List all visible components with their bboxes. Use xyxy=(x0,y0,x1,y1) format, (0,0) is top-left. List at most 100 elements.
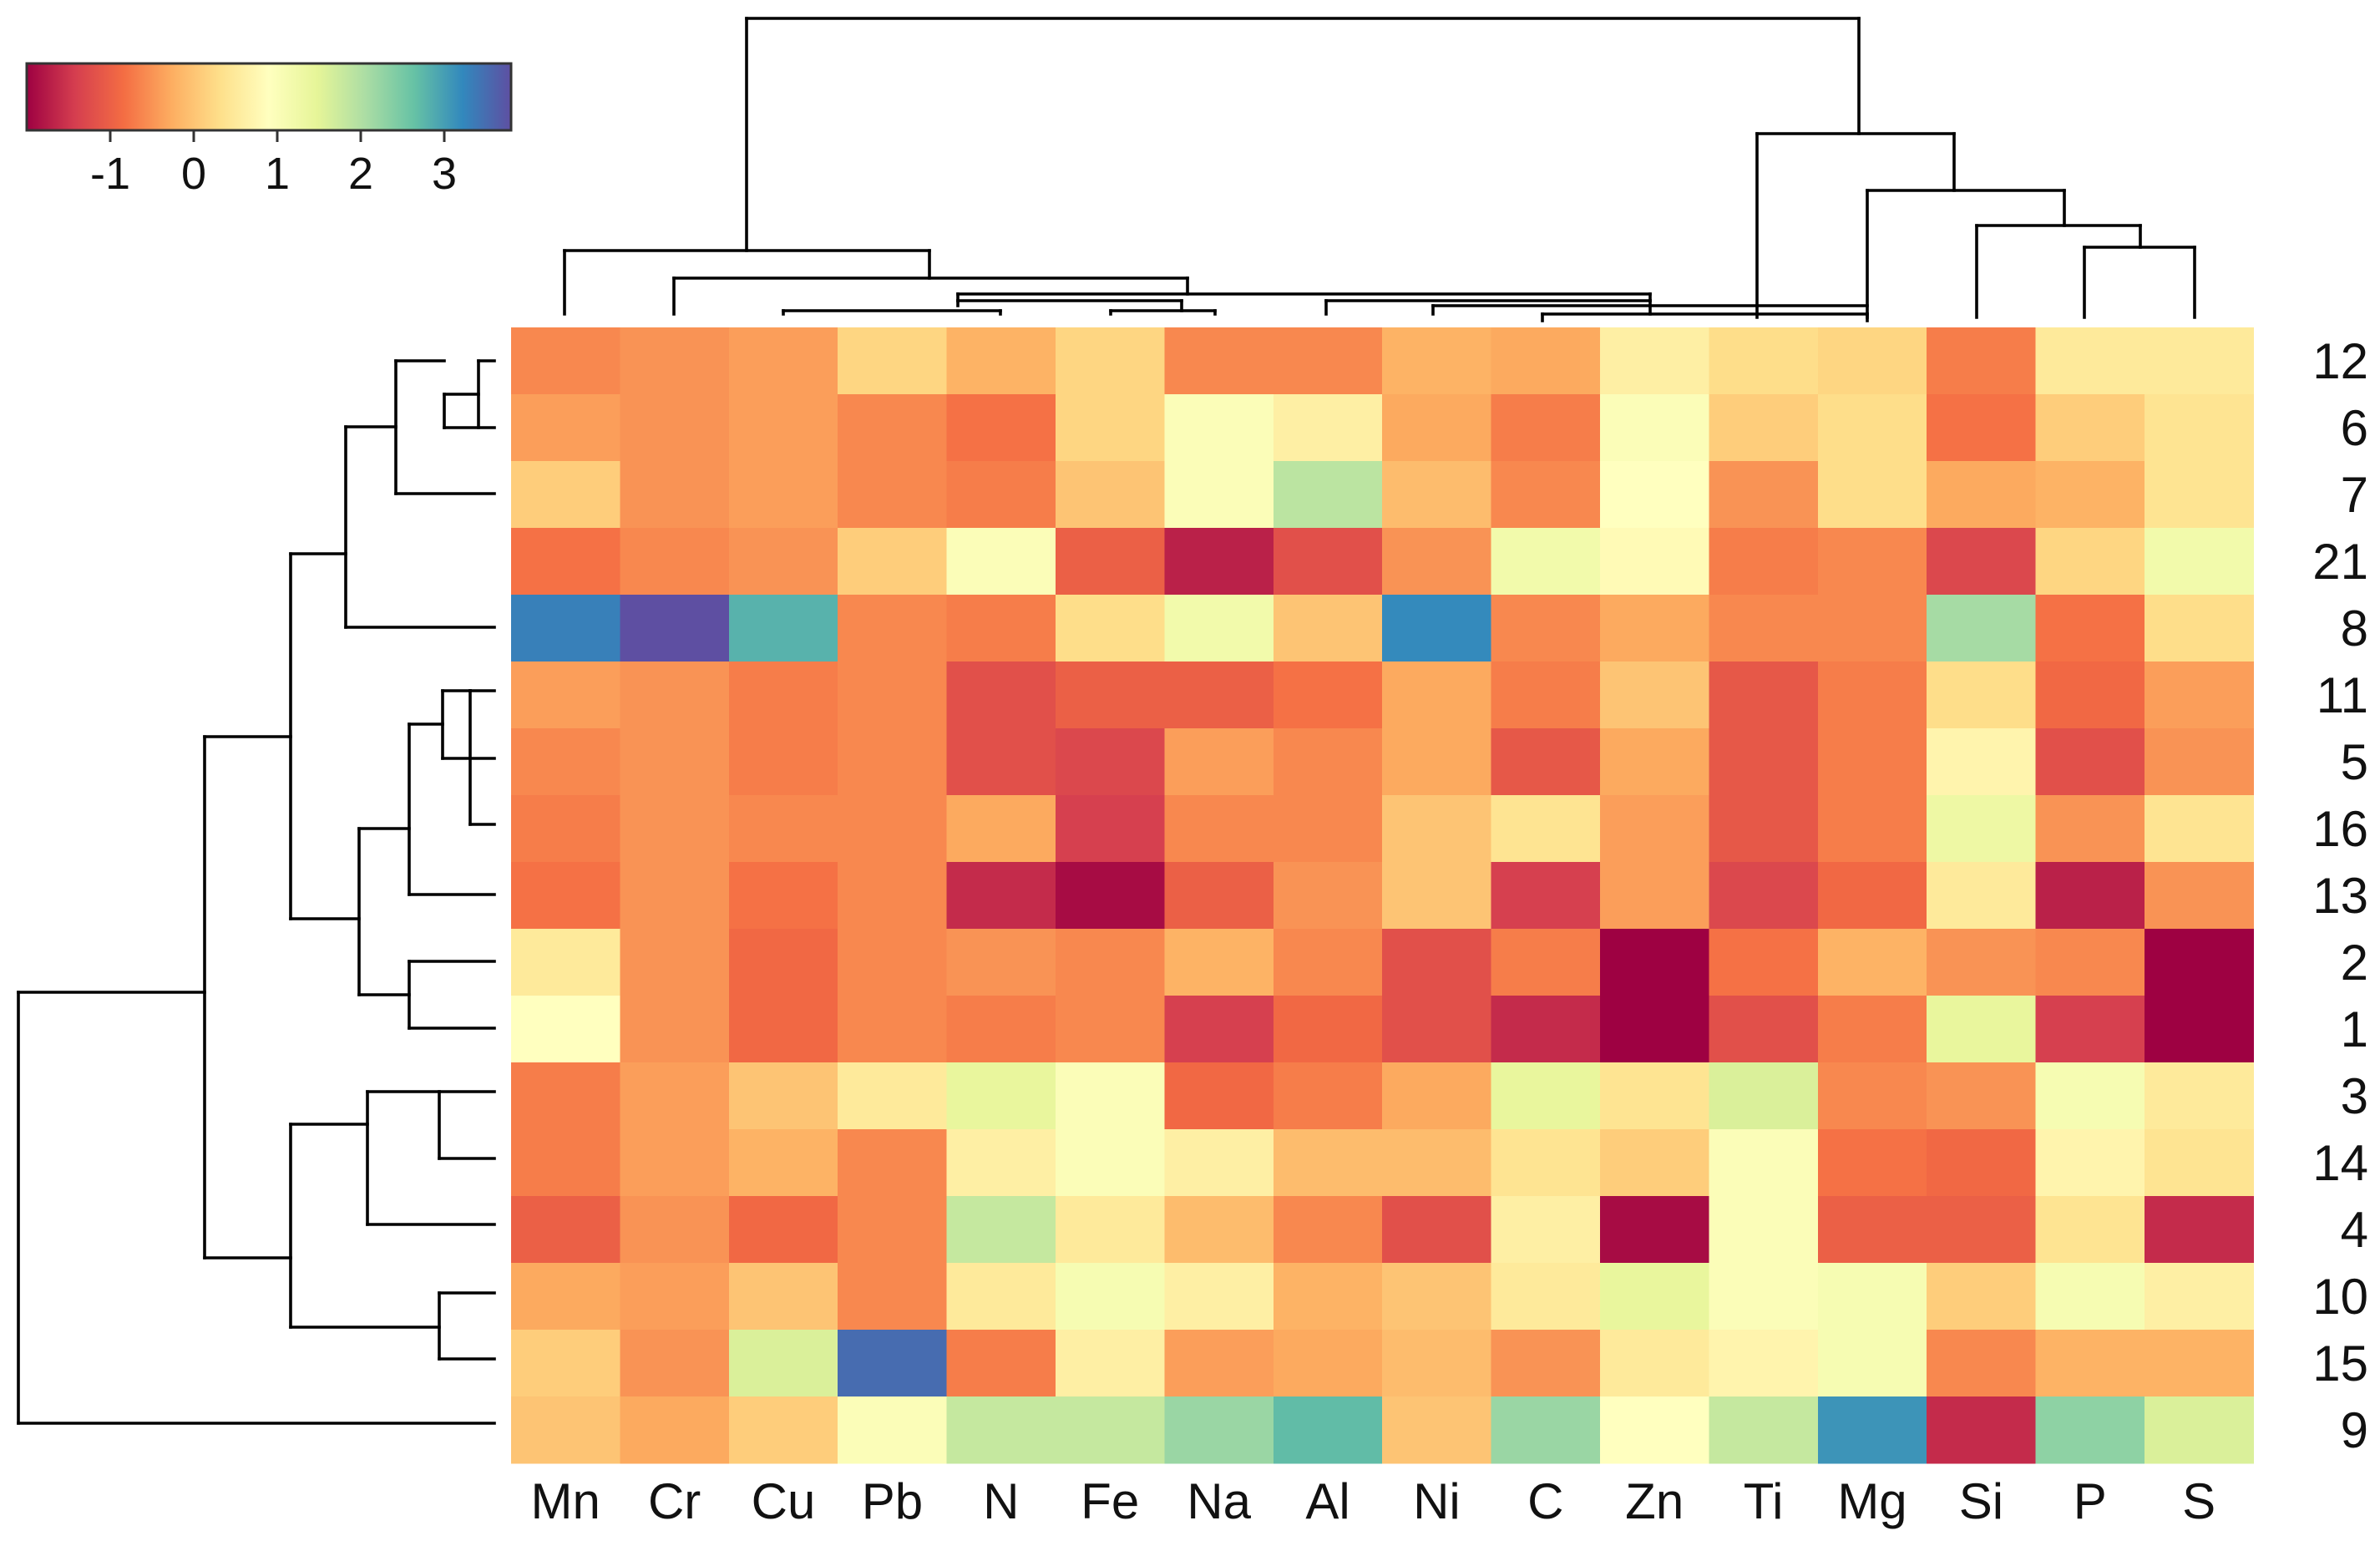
heatmap-cell-10-C xyxy=(1491,1263,1601,1331)
heatmap-cell-13-N xyxy=(946,862,1056,930)
heatmap-cell-2-Al xyxy=(1273,929,1383,996)
heatmap-cell-13-Ni xyxy=(1382,862,1492,930)
heatmap-cell-7-Si xyxy=(1927,461,2037,529)
heatmap-cell-16-C xyxy=(1491,795,1601,863)
heatmap-cell-1-P xyxy=(2035,996,2145,1063)
heatmap-cell-3-Cu xyxy=(728,1062,838,1130)
heatmap-cell-13-C xyxy=(1491,862,1601,930)
heatmap-cell-3-C xyxy=(1491,1062,1601,1130)
heatmap-cell-16-Pb xyxy=(838,795,948,863)
heatmap-cell-6-Cu xyxy=(728,394,838,462)
heatmap-cell-15-Fe xyxy=(1056,1330,1165,1397)
row-label-15: 15 xyxy=(2312,1336,2368,1391)
colorbar-tick-label: 1 xyxy=(265,149,290,199)
heatmap-cell-8-Al xyxy=(1273,595,1383,662)
heatmap-cell-21-Al xyxy=(1273,528,1383,596)
heatmap-cell-9-Ni xyxy=(1382,1396,1492,1464)
heatmap-cell-21-Ni xyxy=(1382,528,1492,596)
heatmap-cell-8-N xyxy=(946,595,1056,662)
heatmap-cell-13-Cr xyxy=(620,862,730,930)
heatmap-cell-15-Mn xyxy=(511,1330,620,1397)
heatmap-cell-21-Mn xyxy=(511,528,620,596)
heatmap-cell-1-Mg xyxy=(1817,996,1927,1063)
heatmap-cell-11-Cr xyxy=(620,661,730,729)
heatmap-cell-14-Fe xyxy=(1056,1129,1165,1197)
heatmap-cell-21-S xyxy=(2145,528,2254,596)
colorbar-tick-label: -1 xyxy=(90,149,130,199)
heatmap-cell-10-N xyxy=(946,1263,1056,1331)
heatmap-cell-1-Cr xyxy=(620,996,730,1063)
heatmap-cell-11-Si xyxy=(1927,661,2037,729)
heatmap-cell-6-Cr xyxy=(620,394,730,462)
heatmap-cell-8-Cr xyxy=(620,595,730,662)
heatmap-cell-15-Si xyxy=(1927,1330,2037,1397)
heatmap-cell-15-Cu xyxy=(728,1330,838,1397)
column-label-C: C xyxy=(1527,1473,1563,1529)
heatmap-cell-8-Ti xyxy=(1709,595,1819,662)
heatmap-cell-16-Ti xyxy=(1709,795,1819,863)
column-label-Mg: Mg xyxy=(1837,1473,1907,1529)
heatmap-cell-2-Cr xyxy=(620,929,730,996)
heatmap-cell-4-Pb xyxy=(838,1196,948,1264)
heatmap-cell-12-N xyxy=(946,327,1056,395)
heatmap-cell-11-Pb xyxy=(838,661,948,729)
heatmap-cell-12-Ti xyxy=(1709,327,1819,395)
heatmap-cell-5-Pb xyxy=(838,728,948,796)
heatmap-cell-6-Ti xyxy=(1709,394,1819,462)
heatmap-cell-8-Mn xyxy=(511,595,620,662)
heatmap-cell-11-Na xyxy=(1164,661,1274,729)
heatmap-cell-3-Mn xyxy=(511,1062,620,1130)
heatmap-cell-7-Cr xyxy=(620,461,730,529)
heatmap-cell-2-Ti xyxy=(1709,929,1819,996)
heatmap-cell-9-Cr xyxy=(620,1396,730,1464)
heatmap-cell-10-Si xyxy=(1927,1263,2037,1331)
heatmap-cell-2-Si xyxy=(1927,929,2037,996)
heatmap-cell-3-Cr xyxy=(620,1062,730,1130)
heatmap-cell-10-Na xyxy=(1164,1263,1274,1331)
heatmap-cell-12-Si xyxy=(1927,327,2037,395)
heatmap-cell-5-Si xyxy=(1927,728,2037,796)
heatmap-cell-5-N xyxy=(946,728,1056,796)
heatmap-cell-8-P xyxy=(2035,595,2145,662)
heatmap-cell-4-Ti xyxy=(1709,1196,1819,1264)
heatmap-cell-14-N xyxy=(946,1129,1056,1197)
heatmap-cell-13-Zn xyxy=(1600,862,1709,930)
heatmap-cell-14-Al xyxy=(1273,1129,1383,1197)
heatmap-cell-5-Al xyxy=(1273,728,1383,796)
heatmap-cell-8-C xyxy=(1491,595,1601,662)
heatmap-cell-2-Mg xyxy=(1817,929,1927,996)
heatmap-cell-14-Zn xyxy=(1600,1129,1709,1197)
heatmap-cell-5-S xyxy=(2145,728,2254,796)
column-label-Zn: Zn xyxy=(1625,1473,1684,1529)
heatmap-cell-14-Na xyxy=(1164,1129,1274,1197)
heatmap-cell-10-Cr xyxy=(620,1263,730,1331)
heatmap-cell-1-Na xyxy=(1164,996,1274,1063)
heatmap-cell-21-Pb xyxy=(838,528,948,596)
heatmap-cell-15-Pb xyxy=(838,1330,948,1397)
heatmap-cell-9-Pb xyxy=(838,1396,948,1464)
heatmap-cell-12-Zn xyxy=(1600,327,1709,395)
heatmap-cell-4-Zn xyxy=(1600,1196,1709,1264)
row-label-13: 13 xyxy=(2312,868,2368,924)
heatmap-cell-4-C xyxy=(1491,1196,1601,1264)
heatmap-cell-1-Ni xyxy=(1382,996,1492,1063)
heatmap-cell-16-Na xyxy=(1164,795,1274,863)
heatmap-cell-9-Cu xyxy=(728,1396,838,1464)
row-label-7: 7 xyxy=(2341,467,2368,523)
heatmap-cell-16-Fe xyxy=(1056,795,1165,863)
heatmap-cell-15-C xyxy=(1491,1330,1601,1397)
heatmap-cell-15-S xyxy=(2145,1330,2254,1397)
heatmap-cell-2-Na xyxy=(1164,929,1274,996)
heatmap-cell-10-Ni xyxy=(1382,1263,1492,1331)
heatmap-cell-15-Ti xyxy=(1709,1330,1819,1397)
heatmap-cell-8-Cu xyxy=(728,595,838,662)
heatmap-cell-1-Pb xyxy=(838,996,948,1063)
heatmap-cell-6-Zn xyxy=(1600,394,1709,462)
heatmap-cell-4-Mn xyxy=(511,1196,620,1264)
heatmap-cell-10-Cu xyxy=(728,1263,838,1331)
heatmap-cell-3-Si xyxy=(1927,1062,2037,1130)
heatmap-cell-12-Cu xyxy=(728,327,838,395)
heatmap-cell-10-Zn xyxy=(1600,1263,1709,1331)
colorbar-gradient xyxy=(25,62,513,132)
